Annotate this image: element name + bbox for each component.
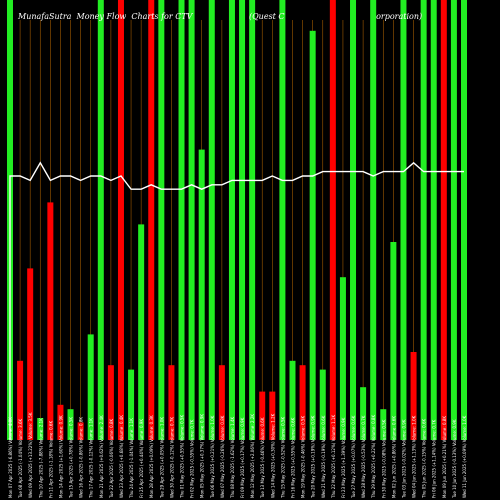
x-tick-label: Thu 24 Apr 2025 (-1.04%) Volume: 1.1K [129, 418, 134, 499]
bars [7, 0, 467, 441]
x-tick-label: Wed 04 Jun 2025 (+1.13%) Volume: 1.0K [412, 415, 417, 498]
x-tick-label: Tue 29 Apr 2025 (+0.05%) Volume: 1.0K [159, 417, 164, 499]
bar-sell [148, 0, 155, 440]
bar-buy [198, 149, 205, 440]
bar-sell [269, 391, 276, 440]
bar-sell [117, 0, 124, 440]
x-tick-label: Tue 13 May 2025 (-0.46%) Volume: 0.6K [260, 417, 265, 499]
x-tick-label: Fri 23 May 2025 (+1.39%) Volume: 0.9K [341, 417, 346, 498]
bar-sell [299, 365, 306, 440]
x-tick-label: Thu 29 May 2025 (+0.22%) Volume: 0.8K [371, 415, 376, 499]
bar-buy [350, 0, 357, 440]
bar-sell [57, 404, 64, 440]
x-tick-label: Tue 03 Jun 2025 (-0.02%) Volume: 0.9K [401, 419, 406, 499]
x-tick-label: Thu 17 Apr 2025 (-0.12%) Volume: 1.1K [89, 418, 94, 499]
bar-buy [360, 387, 367, 440]
x-tick-label: Tue 20 May 2025 (+0.19%) Volume: 0.9K [311, 415, 316, 499]
x-tick-label: Mon 21 Apr 2025 (+0.62%) Volume: 2.4K [99, 415, 104, 498]
x-tick-label: Wed 14 May 2025 (+0.30%) Volume: 1.2K [270, 413, 275, 498]
bar-buy [239, 0, 246, 440]
line-series [9, 161, 464, 440]
bar-sell [329, 0, 336, 440]
x-tick-label: Fri 25 Apr 2025 (+0.44%) Volume: 0.9K [139, 419, 144, 498]
x-tick-label: Mon 28 Apr 2025 (+0.09%) Volume: 0.3K [149, 415, 154, 498]
x-tick-label: Mon 05 May 2025 (+0.37%) Volume: 0.9K [200, 414, 205, 498]
x-tick-label: Mon 19 May 2025 (-0.46%) Volume: 0.5K [301, 416, 306, 498]
bar-buy [420, 0, 427, 440]
bar-sell [27, 268, 34, 440]
line-path [9, 161, 464, 440]
x-tick-label: Thu 05 Jun 2025 (-0.15%) Volume: 0.6K [422, 418, 427, 499]
x-tick-label: Wed 23 Apr 2025 (+0.68%) Volume: 0.4K [119, 415, 124, 498]
bar-buy [380, 409, 387, 440]
bar-buy [370, 0, 377, 440]
x-tick-label: Thu 01 May 2025 (+0.55%) Volume: 0.5K [180, 415, 185, 499]
x-tick-label: Thu 08 May 2025 (-1.62%) Volume: 1.4K [230, 416, 235, 499]
x-tick-label: Tue 06 May 2025 (+0.21%) Volume: 1.0K [210, 415, 215, 499]
bar-sell [77, 422, 84, 440]
x-tick-label: Thu 22 May 2025 (+0.12%) Volume: 1.1K [331, 415, 336, 499]
x-tick-label: Mon 02 Jun 2025 (+0.86%) Volume: 0.6K [391, 416, 396, 498]
bar-buy [188, 0, 195, 440]
x-tick-label: Mon 07 Apr 2025 (-6.86%) Volume: 4.8K [8, 417, 13, 498]
bar-sell [440, 0, 447, 440]
bar-buy [97, 0, 104, 440]
bar-sell [259, 391, 266, 440]
x-tick-label: Fri 06 Jun 2025 (+1.14%) Volume: 0.7K [432, 419, 437, 498]
chart-title: MunafaSutra Money Flow Charts for CTV [18, 12, 193, 21]
x-tick-label: Wed 09 Apr 2025 (+13.22%) Volume: 3.5K [28, 412, 33, 498]
bar-buy [249, 0, 256, 440]
x-tick-label: Wed 28 May 2025 (-0.53%) Volume: 0.7K [361, 415, 366, 498]
bar-buy [208, 0, 215, 440]
bar-buy [309, 30, 316, 441]
chart-title-company: (Quest C orporation) [249, 12, 423, 21]
x-tick-label: Wed 16 Apr 2025 (-0.86%) Volume: 0.8K [79, 417, 84, 498]
x-tick-label: Tue 08 Apr 2025 (-1.04%) Volume: 3.6K [18, 418, 23, 499]
bar-buy [450, 0, 457, 440]
bar-buy [138, 224, 145, 440]
bar-buy [400, 0, 407, 440]
x-tick-label: Mon 09 Jun 2025 (+0.21%) Volume: 0.8K [442, 416, 447, 498]
bar-sell [168, 365, 175, 440]
bar-buy [37, 418, 44, 440]
x-tick-label: Fri 30 May 2025 (-0.08%) Volume: 0.5K [381, 419, 386, 498]
x-tick-label: Tue 10 Jun 2025 (-0.13%) Volume: 0.9K [452, 419, 457, 499]
x-tick-label: Tue 22 Apr 2025 (-0.06%) Volume: 0.8K [109, 418, 114, 499]
x-tick-label: Wed 07 May 2025 (-0.26%) Volume: 0.8K [220, 415, 225, 498]
bar-buy [390, 242, 397, 440]
x-tick-label: Fri 02 May 2025 (-0.55%) Volume: 0.7K [190, 419, 195, 498]
x-tick-label: Thu 10 Apr 2025 (-7.88%) Volume: 2.1K [38, 418, 43, 499]
bar-sell [107, 365, 114, 440]
bar-buy [128, 369, 135, 440]
bar-sell [17, 360, 24, 440]
bar-buy [178, 0, 185, 440]
x-tick-labels: Mon 07 Apr 2025 (-6.86%) Volume: 4.8K Tue… [8, 412, 467, 499]
x-tick-label: Wed 21 May 2025 (-0.19%) Volume: 0.6K [321, 415, 326, 498]
bar-buy [289, 360, 296, 440]
bar-buy [430, 0, 437, 440]
bar-sell [47, 202, 54, 440]
bar-buy [279, 0, 286, 440]
x-tick-label: Tue 15 Apr 2025 (+0.78%) Volume: 0.5K [69, 417, 74, 499]
x-tick-label: Fri 16 May 2025 (+0.55%) Volume: 0.6K [290, 417, 295, 498]
x-tick-label: Tue 27 May 2025 (+0.07%) Volume: 0.6K [351, 415, 356, 499]
bar-buy [228, 0, 235, 440]
bar-buy [158, 0, 165, 440]
bar-sell [218, 365, 225, 440]
bar-buy [319, 369, 326, 440]
x-tick-label: Wed 11 Jun 2025 (+0.09%) Volume: 1.0K [462, 415, 467, 498]
bar-buy [87, 334, 94, 440]
bar-buy [339, 277, 346, 440]
x-tick-label: Mon 14 Apr 2025 (+1.60%) Volume: 0.9K [58, 415, 63, 498]
x-tick-label: Thu 15 May 2025 (-0.52%) Volume: 0.5K [280, 416, 285, 499]
bar-buy [67, 409, 74, 440]
x-tick-label: Wed 30 Apr 2025 (-0.12%) Volume: 0.7K [169, 417, 174, 498]
x-tick-label: Mon 12 May 2025 (+2.06%) Volume: 2.2K [250, 414, 255, 498]
x-tick-label: Fri 11 Apr 2025 (-1.18%) Volume: 0.6K [48, 421, 53, 498]
bar-buy [461, 0, 467, 440]
bar-sell [410, 352, 417, 440]
x-tick-label: Fri 09 May 2025 (+0.17%) Volume: 0.9K [240, 417, 245, 498]
